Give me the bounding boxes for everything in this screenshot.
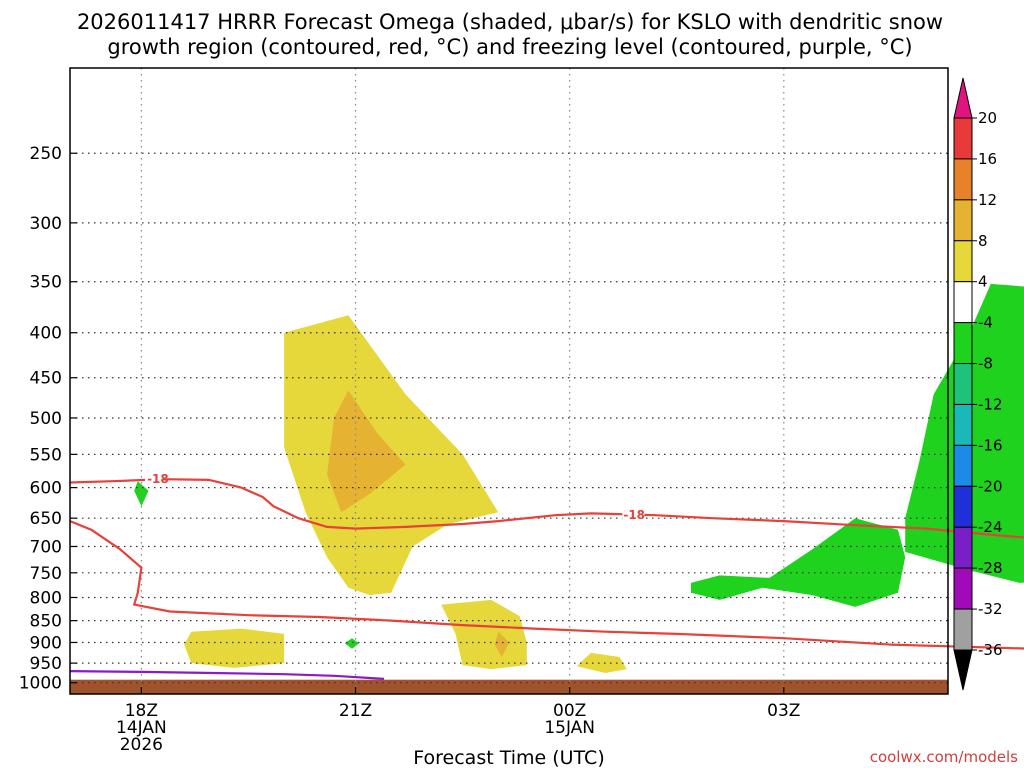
omega-region-4 (184, 628, 285, 668)
omega-region-3 (494, 631, 509, 657)
omega-region-5 (576, 652, 627, 673)
x-tick-label: 03Z (767, 701, 800, 721)
chart-title-line-2: growth region (contoured, red, °C) and f… (107, 35, 912, 59)
colorbar-tick-label: -36 (978, 641, 1003, 659)
colorbar-bottom-arrow (953, 649, 973, 691)
colorbar-swatch (953, 281, 973, 324)
colorbar-swatch (953, 199, 973, 242)
omega-region-2 (441, 599, 527, 670)
y-tick-label: 900 (30, 633, 62, 653)
y-axis: 2503003504004505005506006507007508008509… (19, 144, 77, 694)
y-tick-label: 450 (30, 369, 62, 389)
colorbar-tick-label: 20 (978, 109, 997, 127)
colorbar-swatch (953, 117, 973, 160)
colorbar-swatch (953, 403, 973, 446)
colorbar-swatch (953, 444, 973, 487)
y-tick-label: 750 (30, 564, 62, 584)
snow-growth-contour-1 (69, 520, 1024, 650)
colorbar-swatch (953, 567, 973, 610)
contour-label-bg (145, 471, 164, 486)
y-tick-label: 300 (30, 214, 62, 234)
colorbar-tick-label: -4 (978, 314, 993, 332)
colorbar-swatch (953, 485, 973, 528)
colorbar-swatch (953, 158, 973, 201)
colorbar-swatch (953, 526, 973, 569)
colorbar-tick-label: 4 (978, 273, 988, 291)
ground-fill (70, 679, 948, 694)
colorbar-tick-label: -32 (978, 600, 1003, 618)
colorbar: 20 16 12 8 4 -4 -8 -12 -16 -20 -24 -28 -32 -36 (953, 77, 1003, 691)
plot-frame (69, 67, 949, 695)
contour-label: -18 (147, 472, 169, 486)
colorbar-swatch (953, 608, 973, 651)
colorbar-swatch (953, 363, 973, 405)
y-tick-label: 850 (30, 612, 62, 632)
omega-region-7 (344, 638, 360, 649)
x-tick-label: 15JAN (544, 718, 595, 738)
x-axis-label: Forecast Time (UTC) (413, 747, 604, 768)
contour-label: -18 (623, 508, 645, 522)
colorbar-tick-label: 16 (978, 150, 997, 168)
freezing-level-contour-0 (69, 670, 385, 680)
colorbar-swatch (953, 240, 973, 283)
y-tick-label: 500 (30, 409, 62, 429)
colorbar-tick-label: -16 (978, 436, 1003, 454)
y-tick-label: 350 (30, 273, 62, 293)
colorbar-top-arrow (953, 77, 973, 119)
y-tick-label: 800 (30, 588, 62, 608)
x-tick-label: 2026 (120, 735, 163, 755)
y-tick-label: 400 (30, 324, 62, 344)
x-tick-label: 21Z (339, 701, 372, 721)
colorbar-tick-label: -12 (978, 395, 1003, 413)
y-tick-label: 700 (30, 537, 62, 557)
y-tick-label: 250 (30, 144, 62, 164)
x-tick-label: 18Z (125, 701, 158, 721)
grid-layer (70, 68, 948, 694)
colorbar-swatch (953, 322, 973, 365)
y-tick-label: 550 (30, 445, 62, 465)
colorbar-tick-label: -20 (978, 477, 1003, 495)
colorbar-tick-label: 12 (978, 191, 997, 209)
x-tick-label: 14JAN (116, 718, 167, 738)
contour-label-bg (622, 507, 645, 522)
ground-layer (70, 679, 948, 694)
colorbar-tick-label: -28 (978, 559, 1003, 577)
y-tick-label: 1000 (19, 674, 62, 694)
omega-region-8 (691, 518, 906, 607)
y-tick-label: 950 (30, 654, 62, 674)
contour-layer: -18 -18 (69, 471, 1024, 680)
credit-text: coolwx.com/models (870, 748, 1018, 766)
y-tick-label: 600 (30, 479, 62, 499)
chart-title-line-1: 2026011417 HRRR Forecast Omega (shaded, … (77, 10, 943, 34)
omega-region-6 (134, 481, 149, 507)
snow-growth-contour-0 (69, 478, 1024, 539)
x-tick-label: 00Z (553, 701, 586, 721)
omega-region-1 (327, 390, 406, 513)
colorbar-tick-label: -8 (978, 355, 993, 373)
y-tick-label: 650 (30, 509, 62, 529)
colorbar-tick-label: 8 (978, 232, 988, 250)
colorbar-tick-label: -24 (978, 518, 1003, 536)
